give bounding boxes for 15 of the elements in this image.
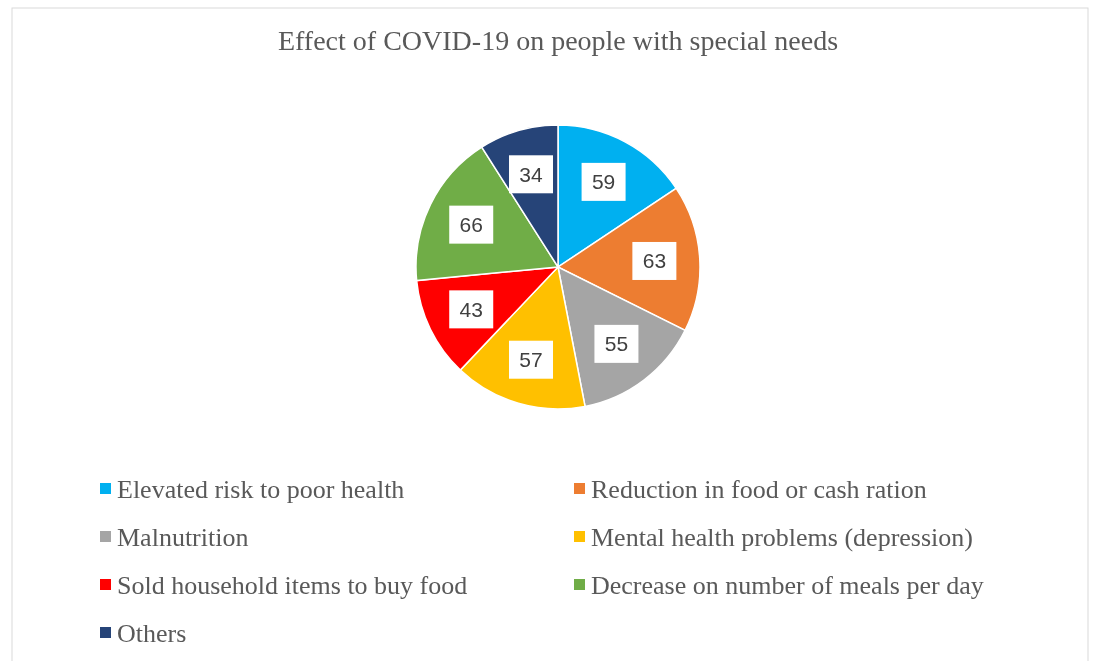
legend-label: Elevated risk to poor health bbox=[117, 475, 405, 505]
chart-title: Effect of COVID-19 on people with special needs bbox=[277, 25, 839, 56]
data-label: 59 bbox=[591, 170, 616, 194]
legend-label: Others bbox=[117, 619, 187, 649]
legend-label: Reduction in food or cash ration bbox=[591, 475, 927, 505]
data-label: 66 bbox=[459, 212, 483, 236]
data-label: 43 bbox=[459, 297, 483, 321]
data-label: 34 bbox=[519, 162, 544, 186]
legend-label: Mental health problems (depression) bbox=[591, 523, 973, 553]
legend-label: Malnutrition bbox=[117, 523, 249, 553]
data-label: 57 bbox=[519, 348, 543, 372]
legend-label: Decrease on number of meals per day bbox=[591, 571, 984, 601]
data-label: 55 bbox=[604, 332, 629, 356]
data-label: 63 bbox=[642, 249, 667, 273]
legend-label: Sold household items to buy food bbox=[117, 571, 468, 601]
